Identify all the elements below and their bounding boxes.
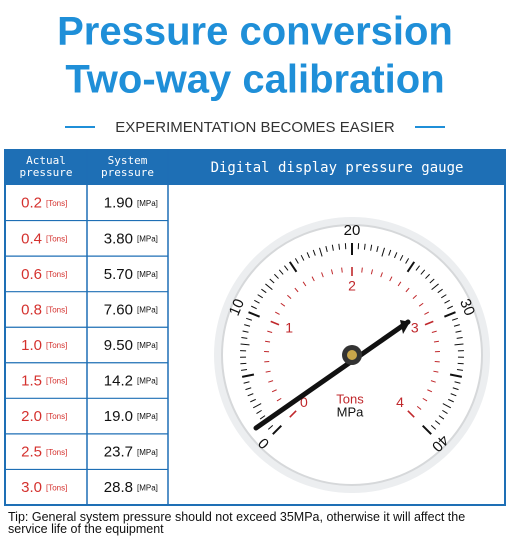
mpa-unit: MPa bbox=[337, 404, 365, 419]
tons-scale-label: 4 bbox=[396, 394, 404, 410]
col-header: System pressure bbox=[87, 150, 168, 179]
system-unit: [MPa] bbox=[137, 377, 158, 386]
actual-value: 1.5 bbox=[21, 373, 42, 390]
needle-hub-cap bbox=[347, 350, 357, 360]
actual-value: 1.0 bbox=[21, 337, 42, 354]
actual-value: 0.2 bbox=[21, 195, 42, 212]
system-value: 14.2 bbox=[104, 373, 133, 390]
actual-value: 3.0 bbox=[21, 479, 42, 496]
tons-tick bbox=[362, 268, 363, 273]
actual-value: 2.5 bbox=[21, 444, 42, 461]
actual-unit: [Tons] bbox=[46, 483, 67, 492]
header-cell: System pressure bbox=[87, 150, 168, 185]
system-unit: [MPa] bbox=[137, 341, 158, 350]
tagline: EXPERIMENTATION BECOMES EASIER bbox=[115, 119, 395, 136]
tons-scale-label: 3 bbox=[411, 320, 419, 336]
col-header: Digital display pressure gauge bbox=[211, 160, 464, 176]
actual-unit: [Tons] bbox=[46, 270, 67, 279]
system-value: 9.50 bbox=[104, 337, 133, 354]
actual-unit: [Tons] bbox=[46, 412, 67, 421]
col-header: Actual pressure bbox=[5, 150, 87, 179]
actual-unit: [Tons] bbox=[46, 377, 67, 386]
title: Pressure conversion bbox=[57, 10, 453, 54]
mpa-scale-label: 20 bbox=[344, 222, 361, 239]
system-value: 7.60 bbox=[104, 301, 133, 318]
actual-value: 0.8 bbox=[21, 301, 42, 318]
system-value: 19.0 bbox=[104, 408, 133, 425]
tons-scale-label: 1 bbox=[285, 320, 293, 336]
actual-unit: [Tons] bbox=[46, 234, 67, 243]
system-unit: [MPa] bbox=[137, 270, 158, 279]
actual-value: 0.4 bbox=[21, 230, 42, 247]
system-unit: [MPa] bbox=[137, 483, 158, 492]
system-unit: [MPa] bbox=[137, 448, 158, 457]
system-unit: [MPa] bbox=[137, 412, 158, 421]
actual-unit: [Tons] bbox=[46, 448, 67, 457]
system-value: 5.70 bbox=[104, 266, 133, 283]
tons-scale-label: 2 bbox=[348, 278, 356, 294]
tip: Tip: General system pressure should not … bbox=[4, 511, 508, 535]
system-unit: [MPa] bbox=[137, 234, 158, 243]
system-value: 28.8 bbox=[104, 479, 133, 496]
subtitle: Two-way calibration bbox=[65, 58, 444, 102]
tons-tick bbox=[342, 268, 343, 273]
system-value: 3.80 bbox=[104, 230, 133, 247]
system-value: 23.7 bbox=[104, 444, 133, 461]
tip-box: Tip: General system pressure should not … bbox=[4, 511, 508, 545]
header-cell: Actual pressure bbox=[5, 150, 87, 185]
actual-unit: [Tons] bbox=[46, 199, 67, 208]
mpa-tick bbox=[364, 244, 365, 250]
actual-value: 0.6 bbox=[21, 266, 42, 283]
actual-unit: [Tons] bbox=[46, 341, 67, 350]
actual-unit: [Tons] bbox=[46, 306, 67, 315]
system-value: 1.90 bbox=[104, 195, 133, 212]
system-unit: [MPa] bbox=[137, 306, 158, 315]
actual-value: 2.0 bbox=[21, 408, 42, 425]
mpa-tick bbox=[339, 244, 340, 250]
system-unit: [MPa] bbox=[137, 199, 158, 208]
